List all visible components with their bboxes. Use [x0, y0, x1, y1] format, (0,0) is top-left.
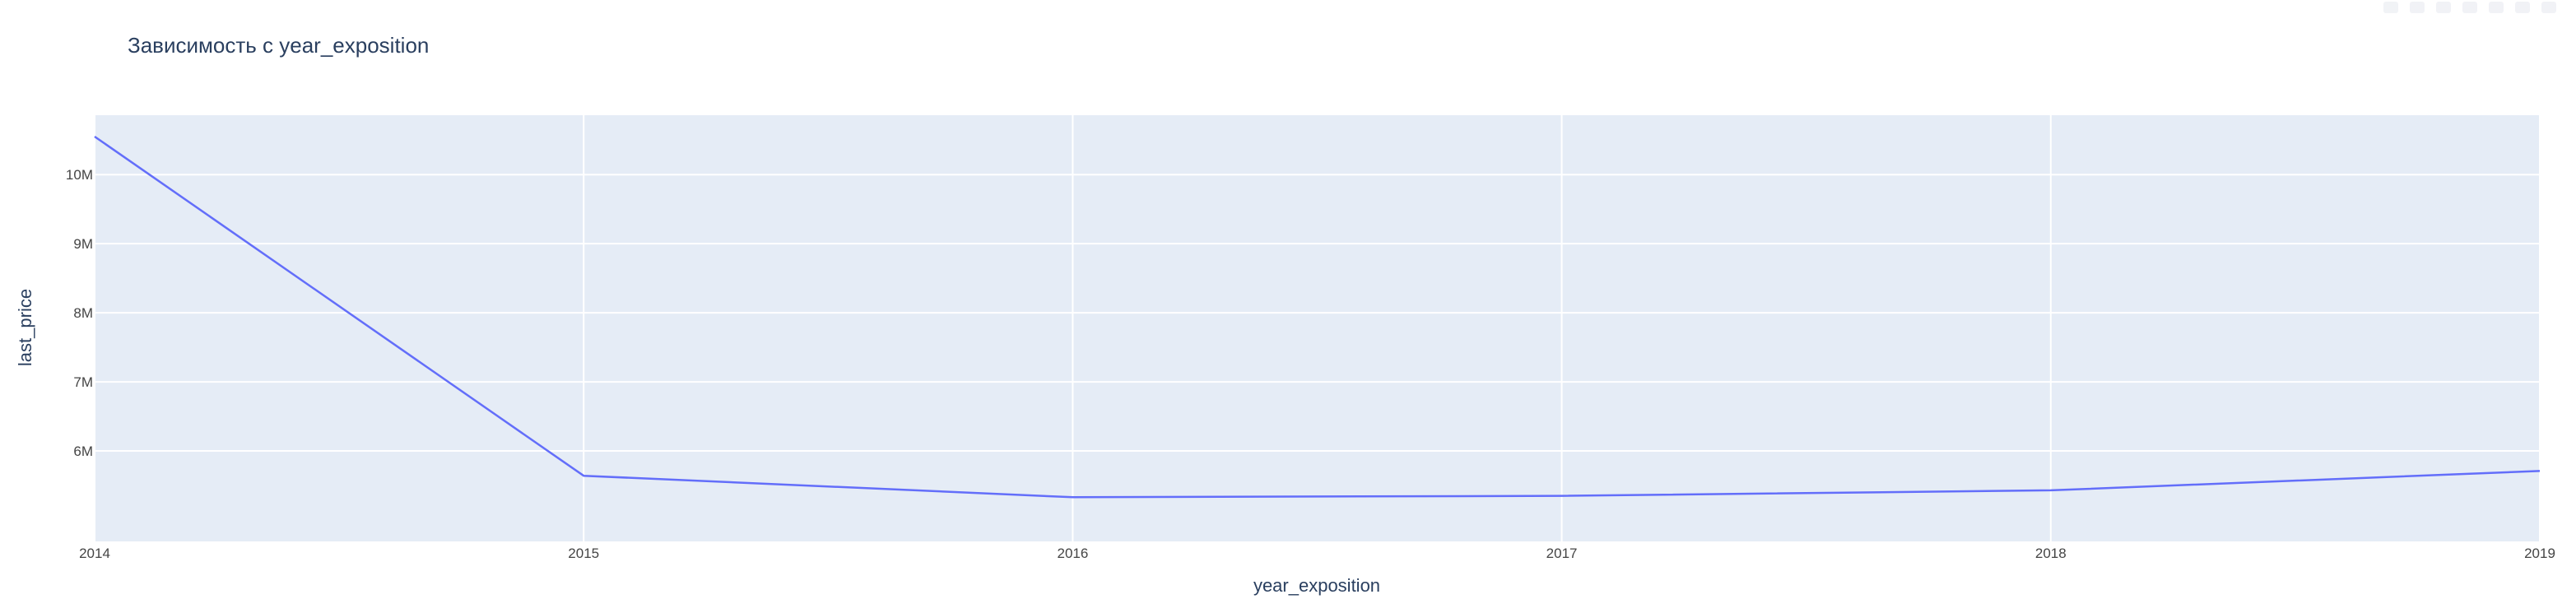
- toolbar: [2383, 2, 2556, 13]
- zoom-in-icon[interactable]: [2462, 2, 2477, 13]
- camera-icon[interactable]: [2383, 2, 2398, 13]
- x-tick-label: 2015: [568, 546, 599, 561]
- series-group: [94, 135, 2541, 499]
- chart-title: Зависимость с year_exposition: [128, 33, 429, 58]
- x-tick-label: 2018: [2035, 546, 2067, 561]
- pan-icon[interactable]: [2436, 2, 2451, 13]
- y-tick-label: 9M: [73, 236, 93, 252]
- x-gridlines: [94, 115, 2541, 541]
- series-line: [94, 135, 2541, 499]
- x-tick-labels: 2014 2015 2016 2017 2018 2019: [79, 546, 2555, 561]
- y-tick-labels: 6M 7M 8M 9M 10M: [66, 167, 93, 459]
- y-tick-label: 6M: [73, 443, 93, 459]
- x-tick-label: 2019: [2524, 546, 2555, 561]
- reset-axes-icon[interactable]: [2541, 2, 2556, 13]
- x-tick-label: 2016: [1057, 546, 1088, 561]
- y-tick-label: 8M: [73, 305, 93, 321]
- y-tick-label: 10M: [66, 167, 93, 183]
- autoscale-icon[interactable]: [2515, 2, 2530, 13]
- y-axis-title: last_price: [15, 289, 35, 366]
- x-tick-label: 2017: [1546, 546, 1578, 561]
- y-gridlines: [95, 174, 2540, 453]
- zoom-out-icon[interactable]: [2489, 2, 2504, 13]
- x-axis-title: year_exposition: [1253, 575, 1380, 596]
- y-tick-label: 7M: [73, 374, 93, 390]
- plot-area: [95, 115, 2540, 541]
- x-tick-label: 2014: [79, 546, 110, 561]
- zoom-icon[interactable]: [2410, 2, 2425, 13]
